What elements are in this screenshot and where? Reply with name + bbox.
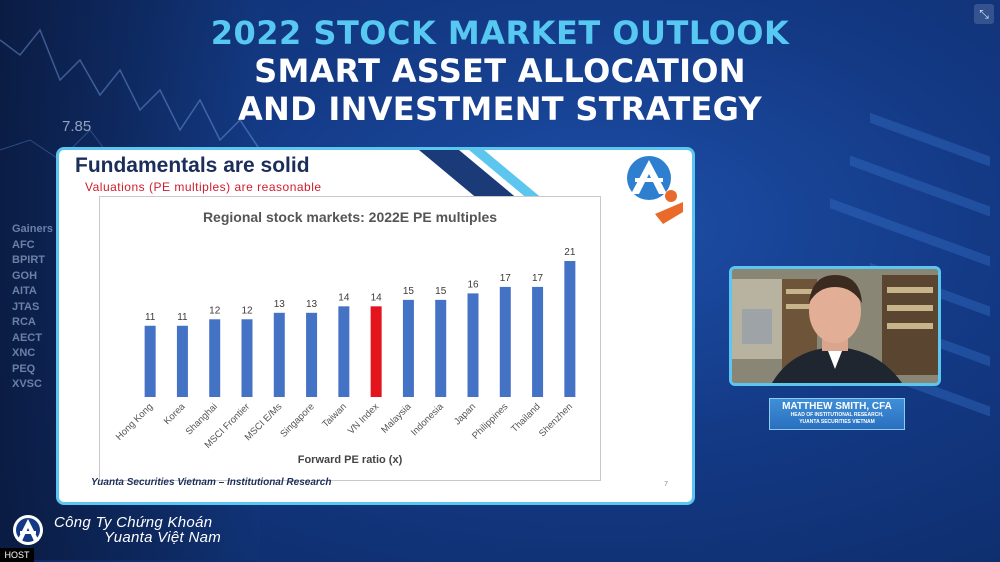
slide-footer: Yuanta Securities Vietnam – Institutiona…	[91, 477, 332, 488]
chart-data-label: 16	[467, 279, 479, 290]
gainer-item: AECT	[12, 331, 42, 344]
speaker-nameplate: MATTHEW SMITH, CFA HEAD OF INSTITUTIONAL…	[769, 398, 905, 430]
event-title-line3: AND INVESTMENT STRATEGY	[237, 90, 762, 128]
ticker-value: 7.85	[62, 118, 92, 135]
gainer-item: BPIRT	[12, 254, 45, 266]
chart-data-label: 17	[532, 273, 544, 284]
chart-bar	[402, 299, 414, 397]
company-name-line2: Yuanta Việt Nam	[104, 529, 222, 546]
chart-bar	[564, 261, 576, 397]
gainer-item: AFC	[12, 238, 35, 251]
company-branding: Công Ty Chứng Khoán Yuanta Việt Nam	[12, 514, 221, 546]
chart-bar	[144, 325, 156, 397]
yuanta-logo-icon	[627, 156, 683, 224]
chart-data-label: 13	[306, 299, 318, 310]
chart-title: Regional stock markets: 2022E PE multipl…	[202, 209, 498, 225]
presentation-slide: Fundamentals are solid Valuations (PE mu…	[56, 147, 695, 505]
chart-data-label: 21	[564, 247, 576, 258]
chart-data-label: 12	[209, 305, 221, 316]
slide-subtitle: Valuations (PE multiples) are reasonable	[85, 180, 322, 194]
event-title-line1: 2022 STOCK MARKET OUTLOOK	[210, 14, 790, 52]
gainers-list: Gainers AFC BPIRT GOH AITA JTAS RCA AECT…	[12, 222, 53, 393]
company-name-line1: Công Ty Chứng Khoán	[54, 514, 213, 531]
gainer-item: JTAS	[12, 300, 40, 313]
event-title-line2: SMART ASSET ALLOCATION	[254, 52, 746, 90]
collapse-arrows-icon[interactable]: ⤡	[974, 4, 994, 24]
event-title: 2022 STOCK MARKET OUTLOOK SMART ASSET AL…	[200, 14, 800, 128]
speaker-video[interactable]	[729, 266, 941, 386]
chart-bar	[273, 312, 285, 397]
pe-chart: Regional stock markets: 2022E PE multipl…	[99, 196, 601, 481]
chart-bar	[499, 286, 511, 397]
host-badge: HOST	[0, 548, 34, 562]
speaker-role: HEAD OF INSTITUTIONAL RESEARCH,	[790, 412, 884, 418]
chart-data-label: 12	[241, 305, 253, 316]
chart-tick-label: VN Index	[346, 401, 382, 437]
speaker-name: MATTHEW SMITH, CFA	[782, 401, 892, 412]
slide-page-number: 7	[664, 481, 668, 488]
chart-tick-label: Hong Kong	[114, 401, 155, 442]
chart-bar	[338, 306, 350, 397]
chart-bar	[370, 306, 382, 397]
chart-data-label: 14	[338, 292, 350, 303]
chart-tick-label: Shenzhen	[537, 401, 575, 439]
gainer-item: PEQ	[12, 362, 36, 375]
slide-header-decoration	[419, 150, 544, 200]
chart-bar	[435, 299, 447, 397]
chart-data-label: 17	[500, 273, 512, 284]
gainer-item: GOH	[12, 269, 38, 282]
chart-tick-label: Singapore	[278, 401, 316, 439]
speaker-video-image	[732, 269, 938, 383]
chart-data-label: 11	[145, 312, 156, 323]
chart-tick-label: Japan	[452, 401, 478, 427]
gainers-header: Gainers	[12, 223, 53, 235]
chart-tick-label: Taiwan	[320, 401, 349, 430]
chart-data-label: 11	[177, 312, 188, 323]
chart-tick-label: Korea	[162, 401, 188, 427]
chart-tick-label: Indonesia	[409, 401, 446, 438]
chart-data-label: 13	[274, 299, 286, 310]
chart-data-label: 15	[403, 286, 415, 297]
chart-bar	[532, 286, 544, 397]
chart-data-label: 14	[371, 292, 383, 303]
chart-bar	[241, 319, 253, 397]
chart-bar	[176, 325, 188, 397]
gainer-item: XNC	[12, 347, 36, 359]
gainer-item: RCA	[12, 316, 36, 328]
gainer-item: AITA	[12, 285, 37, 297]
speaker-organization: YUANTA SECURITIES VIETNAM	[799, 419, 875, 425]
gainer-item: XVSC	[12, 378, 42, 390]
chart-bar	[467, 293, 479, 397]
chart-data-label: 15	[435, 286, 447, 297]
company-name: Công Ty Chứng Khoán Yuanta Việt Nam	[54, 515, 221, 545]
chart-bar	[209, 319, 221, 397]
slide-title: Fundamentals are solid	[75, 154, 310, 177]
yuanta-logo-icon	[13, 515, 43, 545]
chart-bar	[306, 312, 318, 397]
chart-x-axis-label: Forward PE ratio (x)	[297, 454, 403, 466]
